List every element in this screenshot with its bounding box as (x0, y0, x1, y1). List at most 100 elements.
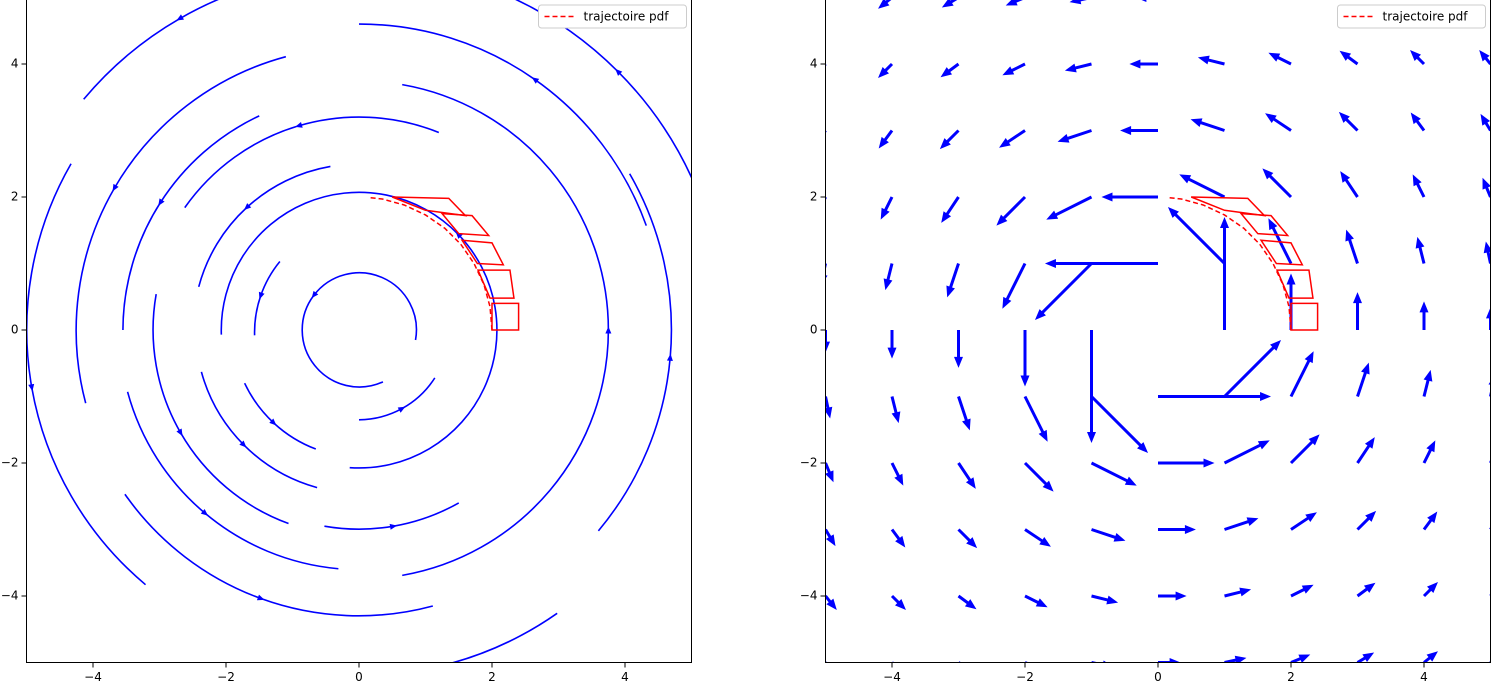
streamline (243, 382, 317, 450)
quiver-arrow (1410, 50, 1426, 66)
quiver-arrow (825, 528, 836, 547)
quiver-arrow (999, 129, 1026, 148)
quiver-arrow (1480, 113, 1491, 132)
quiver-arrow (1489, 451, 1491, 463)
quiver-arrow (878, 0, 892, 9)
streamline-arrow (258, 291, 265, 300)
quiver-arrow (1129, 59, 1158, 69)
box (476, 269, 515, 299)
streamline (75, 55, 287, 404)
quiver-arrow (1158, 392, 1272, 401)
x-tick-label: −2 (217, 670, 235, 683)
y-tick-label: 4 (11, 57, 19, 71)
quiver-arrow (825, 595, 837, 610)
x-tick-label: 4 (621, 670, 629, 683)
quiver-arrow (941, 196, 960, 223)
quiver-arrow (1356, 362, 1370, 397)
axes-frame (825, 0, 1491, 663)
quiver-arrow (1422, 582, 1438, 598)
quiver-arrow (1090, 395, 1149, 454)
quiver-arrow (825, 396, 833, 419)
quiver-arrow (1023, 461, 1054, 492)
quiver-arrow (1265, 113, 1292, 132)
quiver-arrow (883, 263, 894, 291)
quiver-arrow (1224, 587, 1252, 598)
quiver-arrow (1224, 655, 1247, 663)
quiver-arrow (1158, 525, 1196, 534)
quiver-arrow (1356, 510, 1377, 531)
quiver-arrow (878, 62, 894, 78)
x-tick-label: 2 (488, 670, 496, 683)
quiver-arrow (939, 129, 960, 150)
streamline (358, 377, 436, 421)
streamline-arrow (176, 428, 183, 437)
streamline-arrow (269, 418, 277, 426)
trajectory (1169, 196, 1292, 331)
y-tick-label: −4 (800, 589, 818, 603)
trajectory (370, 196, 493, 331)
quiver-arrow (1020, 330, 1030, 387)
quiver-arrow (1044, 259, 1158, 268)
quiver-arrow (1356, 582, 1376, 598)
streamline-arrow (415, 668, 422, 674)
x-tick-label: −2 (1016, 670, 1034, 683)
plot-area (814, 0, 1491, 663)
quiver-arrow (1101, 192, 1158, 202)
streamline (83, 0, 220, 100)
quiver-arrow (1002, 62, 1026, 76)
quiver-arrow (957, 462, 976, 489)
quiver-arrow (1034, 262, 1093, 321)
quiver-arrow (1290, 584, 1314, 598)
quiver-arrow (1179, 174, 1226, 199)
y-tick-label: 4 (810, 57, 818, 71)
streamline-arrow (397, 406, 406, 413)
quiver-arrow (1422, 511, 1438, 531)
streamline-arrow (28, 383, 35, 392)
quiver-arrow (1268, 52, 1292, 66)
quiver-arrow (1069, 0, 1087, 5)
quiver-arrow (890, 528, 906, 548)
quiver-arrow (1024, 594, 1048, 608)
quiver-arrow (954, 330, 963, 368)
streamline (200, 371, 318, 489)
x-tick-label: 4 (1420, 670, 1428, 683)
quiver-arrow (1353, 292, 1362, 330)
quiver-arrow (1158, 591, 1187, 601)
streamline (26, 163, 147, 586)
quiver-arrow (1091, 594, 1119, 605)
box (1290, 302, 1319, 331)
streamline (514, 0, 692, 180)
y-tick-label: −4 (1, 589, 19, 603)
quiver-arrow (1289, 351, 1314, 398)
y-tick-label: 2 (11, 190, 19, 204)
streamline-arrow (176, 14, 184, 21)
quiver-arrow (1262, 168, 1293, 199)
quiver-arrow (1290, 512, 1317, 531)
streamline-arrow (605, 326, 612, 334)
box (440, 212, 491, 237)
streamline (301, 272, 418, 388)
quiver-arrow (814, 0, 826, 9)
box (391, 196, 468, 217)
quiver-arrow (1422, 440, 1436, 464)
quiver-arrow (941, 0, 958, 8)
y-tick-label: −2 (800, 456, 818, 470)
quiver-arrow (1289, 434, 1320, 465)
box (491, 302, 520, 331)
quiver-arrow (890, 594, 906, 610)
quiver-arrow (878, 129, 894, 149)
streamline-arrow (295, 121, 303, 128)
box (1190, 196, 1267, 217)
streamline (253, 260, 281, 336)
quiver-arrow (880, 196, 894, 220)
legend-label: trajectoire pdf (1383, 10, 1469, 24)
quiver-arrow (1091, 660, 1107, 663)
quiver-arrow (940, 62, 960, 78)
quiver-arrow (1057, 129, 1092, 143)
box (1239, 212, 1290, 237)
quiver-arrow (957, 594, 977, 610)
quiver-arrow (890, 396, 901, 424)
quiver-arrow (1483, 241, 1491, 264)
quiver-arrow (957, 528, 978, 549)
